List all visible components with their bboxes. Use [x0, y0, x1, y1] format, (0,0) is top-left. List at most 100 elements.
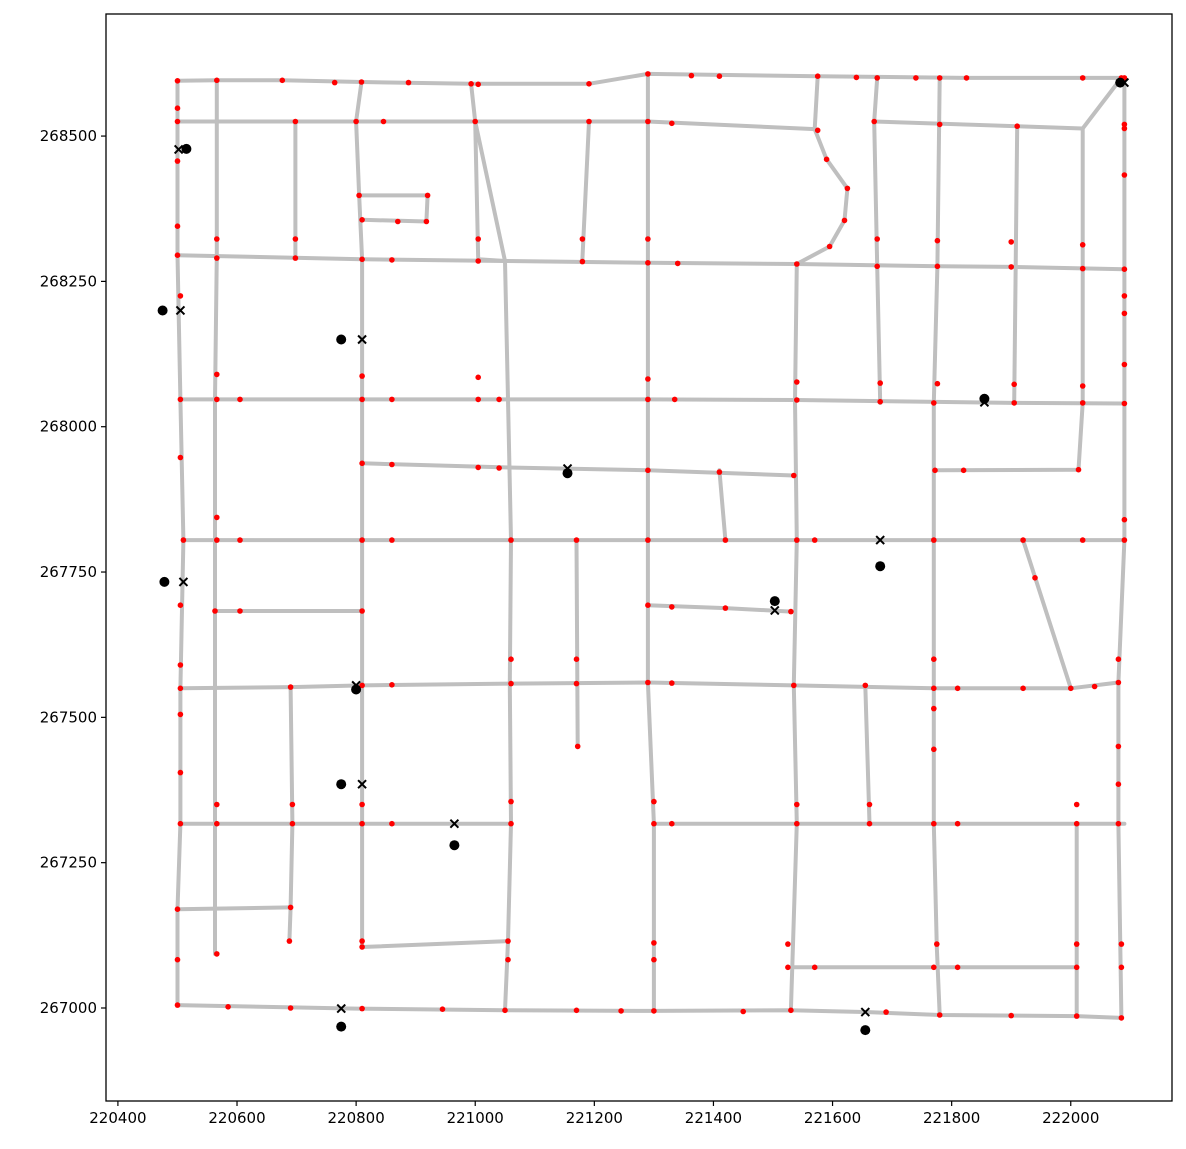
node-point [788, 608, 794, 615]
road-line [175, 71, 1124, 86]
data-point [875, 561, 886, 572]
node-point [475, 258, 482, 264]
node-point [931, 400, 937, 406]
road-line [574, 538, 580, 749]
node-point [791, 682, 797, 689]
node-point [934, 941, 940, 947]
snapped-marker [173, 144, 184, 155]
node-point [177, 602, 184, 608]
node-point [586, 81, 592, 87]
node-point [645, 679, 651, 686]
node-point [286, 938, 293, 944]
data-point [769, 596, 780, 607]
road-line [580, 119, 591, 262]
node-point [1121, 172, 1128, 178]
node-point [359, 217, 365, 223]
node-point [573, 537, 580, 543]
x-tick-label: 221800 [923, 1109, 980, 1127]
node-point [871, 118, 877, 125]
node-point [669, 604, 675, 610]
node-point [177, 454, 184, 461]
node-point [287, 684, 294, 690]
node-point [1121, 266, 1128, 273]
node-point [287, 904, 294, 911]
x-tick-label: 220800 [327, 1109, 384, 1127]
node-point [359, 608, 365, 614]
node-point [505, 938, 511, 944]
data-point [351, 684, 362, 695]
node-point [1115, 743, 1122, 750]
node-point [177, 685, 184, 692]
snapped-marker [860, 1007, 871, 1017]
node-point [931, 656, 937, 662]
node-point [292, 255, 299, 261]
node-point [1115, 656, 1122, 662]
node-point [574, 743, 581, 750]
node-point [174, 906, 181, 912]
x-tick-label: 222000 [1042, 1109, 1099, 1127]
node-point [1073, 964, 1080, 971]
node-point [716, 469, 723, 475]
node-point [645, 260, 651, 266]
node-point [475, 374, 482, 381]
node-point [722, 605, 729, 611]
node-point [669, 820, 675, 827]
node-point [389, 257, 395, 263]
node-point [862, 682, 869, 689]
x-tick-label: 220600 [208, 1109, 265, 1127]
points-layer [157, 77, 1126, 1036]
node-point [174, 78, 181, 84]
node-point [877, 380, 883, 386]
snapped-marker [357, 334, 367, 345]
node-point [1008, 239, 1014, 245]
node-point [573, 680, 580, 687]
node-point [331, 79, 338, 86]
node-point [439, 1006, 446, 1012]
node-point [785, 964, 791, 971]
node-point [1068, 685, 1074, 692]
data-point [181, 143, 192, 154]
node-point [475, 396, 482, 403]
node-point [475, 464, 482, 471]
node-point [1079, 242, 1086, 248]
node-point [505, 956, 511, 963]
x-tick-label: 221000 [447, 1109, 504, 1127]
road-line [645, 71, 656, 1013]
node-point [931, 685, 937, 692]
node-point [1020, 537, 1026, 543]
node-point [214, 255, 220, 261]
node-point [811, 537, 818, 543]
road-line [1021, 538, 1073, 691]
node-point [688, 72, 695, 79]
node-point [1118, 941, 1125, 947]
node-point [496, 396, 502, 403]
node-point [931, 820, 937, 827]
y-tick-label: 268250 [40, 272, 97, 290]
node-point [651, 956, 657, 963]
node-point [913, 75, 919, 81]
snapped-marker [357, 779, 367, 789]
node-point [931, 537, 937, 543]
node-point [651, 940, 657, 946]
snapped-marker [336, 1003, 346, 1014]
node-point [389, 537, 395, 543]
node-point [936, 121, 943, 128]
node-point [475, 236, 482, 242]
node-point [1121, 293, 1128, 299]
node-point [214, 801, 220, 808]
node-point [645, 602, 651, 608]
road-line [360, 193, 430, 224]
node-point [814, 73, 821, 79]
node-point [356, 192, 362, 199]
node-point [292, 236, 299, 242]
node-point [1020, 685, 1026, 692]
node-point [225, 1004, 231, 1010]
node-point [177, 711, 184, 718]
nodes-layer [174, 71, 1128, 1021]
road-line [931, 75, 942, 1017]
node-point [1073, 941, 1080, 947]
node-point [1073, 801, 1080, 808]
node-point [289, 801, 296, 808]
node-point [1011, 381, 1017, 388]
